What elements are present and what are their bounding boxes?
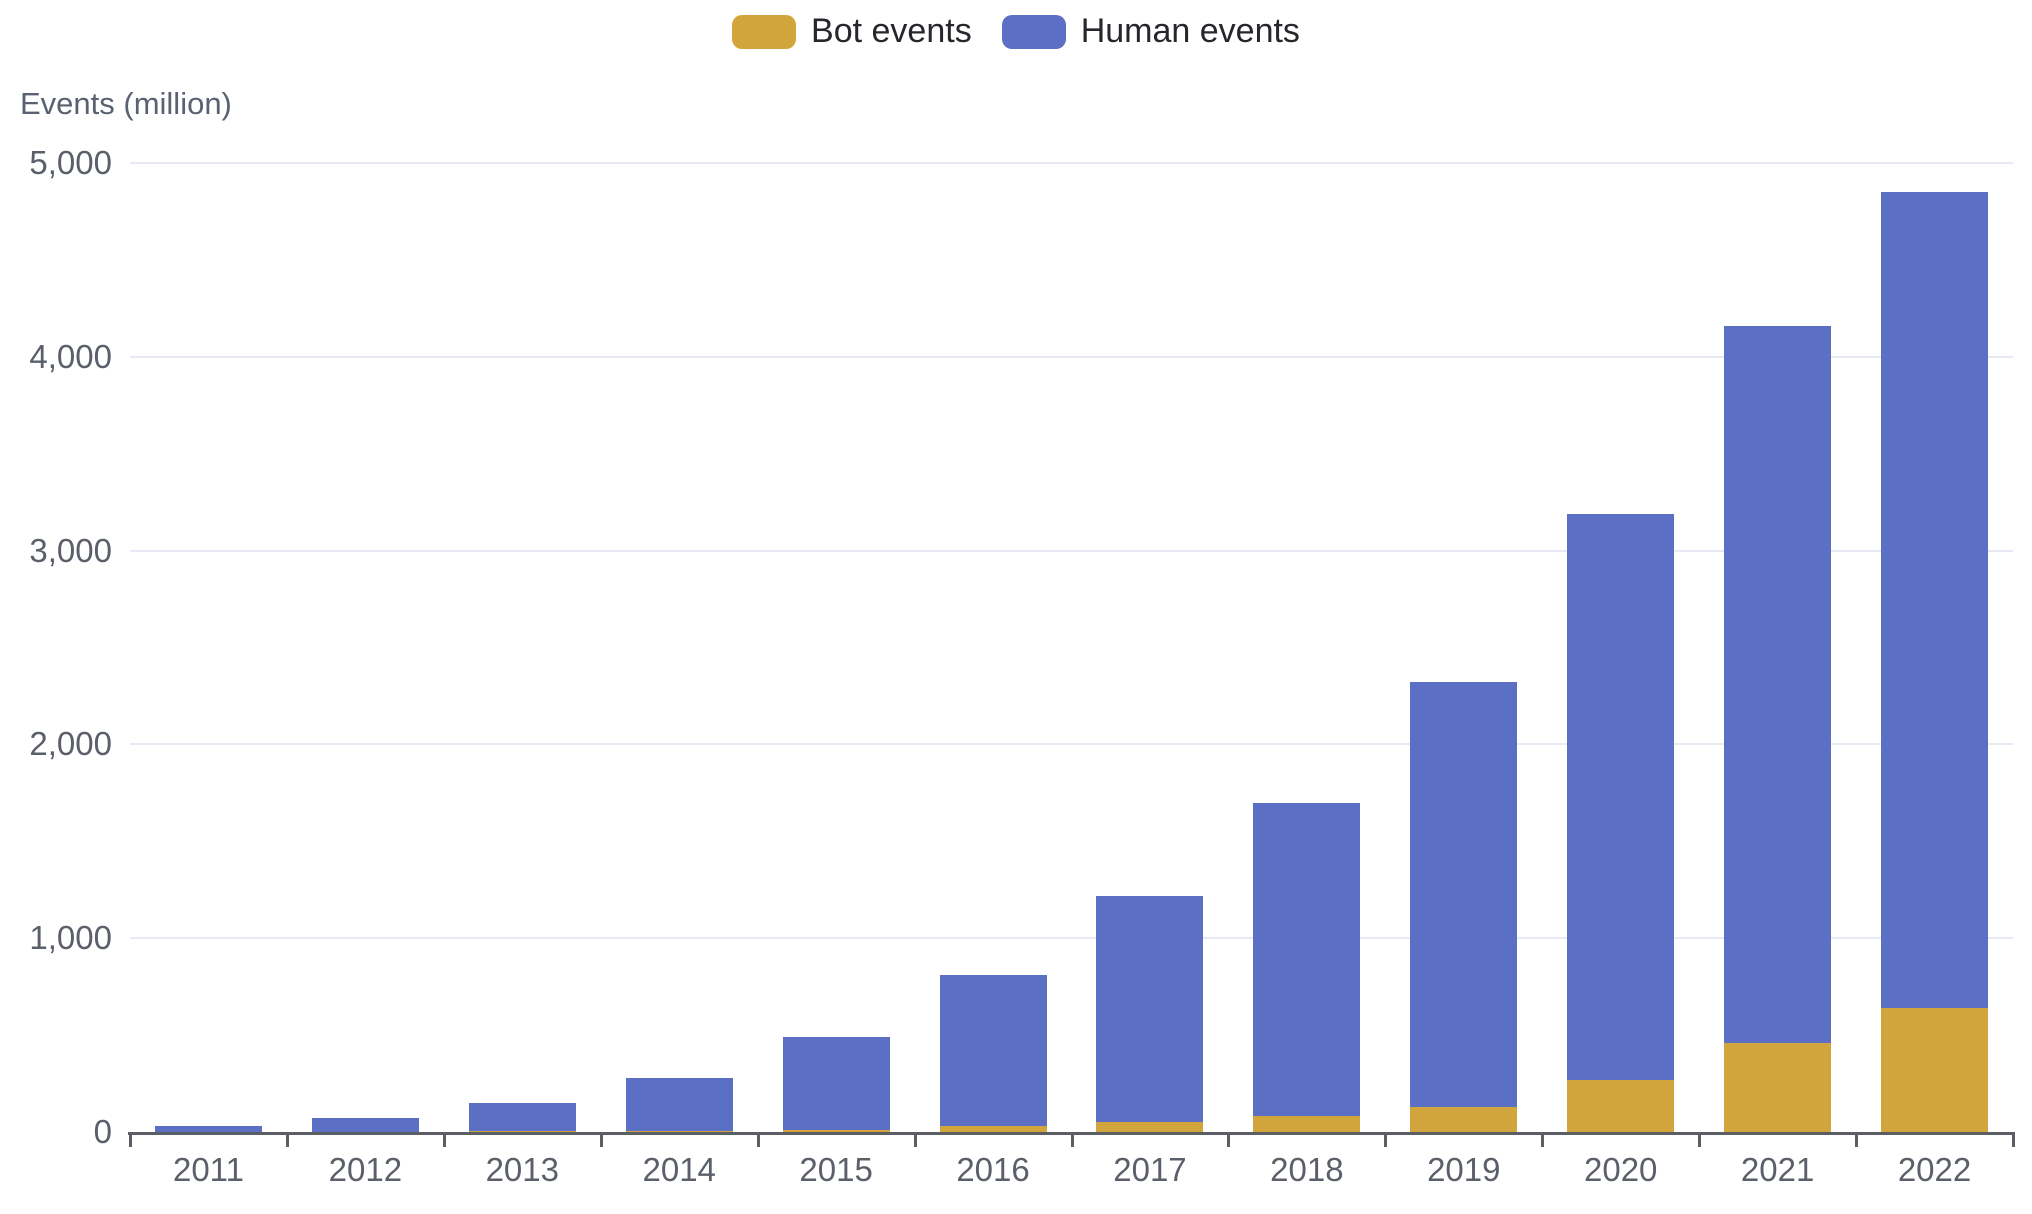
bar-segment-human-2011[interactable] <box>154 1126 262 1132</box>
bar-segment-human-2019[interactable] <box>1410 682 1518 1107</box>
x-axis-tick <box>1384 1132 1388 1147</box>
x-tick-label-2021: 2021 <box>1740 1151 1815 1188</box>
gridline <box>130 355 2013 358</box>
bar-segment-human-2016[interactable] <box>939 975 1047 1127</box>
bar-segment-bot-2019[interactable] <box>1410 1106 1518 1132</box>
legend-label-bot-events: Bot events <box>811 12 972 50</box>
x-axis-tick <box>599 1132 603 1147</box>
y-tick-label: 0 <box>93 1113 112 1150</box>
gridline <box>130 549 2013 552</box>
x-tick-label-2017: 2017 <box>1113 1151 1187 1188</box>
bar-segment-human-2017[interactable] <box>1096 895 1204 1123</box>
bar-group-2011 <box>154 1126 262 1132</box>
bar-segment-human-2021[interactable] <box>1724 325 1832 1043</box>
x-tick-label-2013: 2013 <box>485 1151 559 1188</box>
bar-segment-bot-2014[interactable] <box>625 1131 733 1132</box>
bar-segment-human-2013[interactable] <box>468 1102 576 1132</box>
x-axis-tick <box>913 1132 917 1147</box>
bar-group-2017 <box>1096 895 1204 1132</box>
x-axis-tick <box>1855 1132 1859 1147</box>
x-tick-label-2016: 2016 <box>956 1151 1030 1188</box>
x-tick-label-2015: 2015 <box>799 1151 873 1188</box>
y-tick-label: 1,000 <box>29 919 112 957</box>
bar-segment-human-2014[interactable] <box>625 1077 733 1132</box>
x-axis-tick <box>1227 1132 1231 1147</box>
bar-group-2015 <box>782 1037 890 1132</box>
x-axis-tick <box>2012 1132 2015 1147</box>
bar-segment-bot-2013[interactable] <box>468 1131 576 1132</box>
legend-swatch-human-events <box>1001 14 1066 49</box>
gridline <box>130 162 2013 164</box>
legend-item-bot-events[interactable]: Bot events <box>732 12 972 51</box>
bar-segment-bot-2020[interactable] <box>1567 1079 1675 1132</box>
x-tick-label-2011: 2011 <box>172 1151 244 1188</box>
bar-segment-human-2015[interactable] <box>782 1037 890 1131</box>
x-axis-tick <box>285 1132 289 1147</box>
bar-group-2012 <box>311 1118 419 1132</box>
x-axis-tick <box>1698 1132 1702 1147</box>
bar-group-2022 <box>1881 192 1989 1132</box>
bar-group-2020 <box>1567 513 1675 1132</box>
bar-segment-bot-2018[interactable] <box>1253 1116 1361 1132</box>
x-tick-label-2014: 2014 <box>642 1151 716 1188</box>
x-axis-tick <box>756 1132 760 1147</box>
bar-segment-bot-2017[interactable] <box>1096 1122 1204 1132</box>
bar-segment-human-2020[interactable] <box>1567 513 1675 1080</box>
bar-group-2018 <box>1253 802 1361 1132</box>
gridline <box>130 937 2013 940</box>
y-tick-label: 5,000 <box>29 144 112 181</box>
legend: Bot events Human events <box>0 12 2032 51</box>
bar-segment-bot-2021[interactable] <box>1724 1042 1832 1132</box>
x-tick-label-2020: 2020 <box>1583 1151 1658 1188</box>
gridline <box>130 743 2013 746</box>
x-axis-tick <box>1070 1132 1074 1147</box>
y-tick-label: 2,000 <box>29 725 112 763</box>
x-tick-label-2019: 2019 <box>1427 1151 1501 1188</box>
bar-segment-bot-2015[interactable] <box>782 1130 890 1132</box>
x-axis-tick <box>129 1132 132 1147</box>
bar-segment-bot-2016[interactable] <box>939 1126 1047 1132</box>
bar-segment-human-2018[interactable] <box>1253 802 1361 1117</box>
x-tick-label-2018: 2018 <box>1270 1151 1344 1188</box>
bar-group-2019 <box>1410 682 1518 1132</box>
x-axis-tick <box>442 1132 446 1147</box>
bar-group-2021 <box>1724 325 1832 1132</box>
bar-group-2013 <box>468 1102 576 1132</box>
bar-group-2014 <box>625 1077 733 1132</box>
x-tick-label-2022: 2022 <box>1897 1151 1972 1188</box>
y-tick-label: 4,000 <box>29 337 112 375</box>
x-axis-tick <box>1541 1132 1545 1147</box>
bar-group-2016 <box>939 975 1047 1132</box>
legend-item-human-events[interactable]: Human events <box>1001 12 1300 51</box>
y-axis-title: Events (million) <box>20 86 232 121</box>
y-tick-label: 3,000 <box>29 531 112 569</box>
x-tick-label-2012: 2012 <box>328 1151 403 1188</box>
legend-label-human-events: Human events <box>1080 12 1300 50</box>
bar-segment-human-2022[interactable] <box>1881 192 1989 1008</box>
legend-swatch-bot-events <box>732 14 797 49</box>
bar-segment-bot-2022[interactable] <box>1881 1007 1989 1132</box>
bar-segment-human-2012[interactable] <box>311 1118 419 1132</box>
